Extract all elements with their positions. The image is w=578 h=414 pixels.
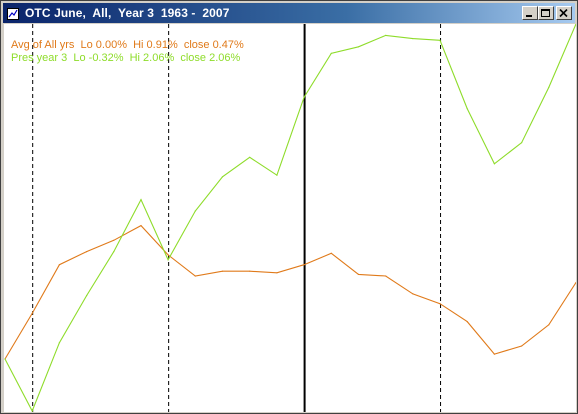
pres-series-point	[113, 251, 115, 253]
pres-series-point	[548, 86, 550, 88]
pres-series-point	[439, 39, 441, 41]
pres-series-point	[412, 38, 414, 40]
avg-series-point	[385, 275, 387, 277]
pres-series-point	[276, 174, 278, 176]
avg-series-point	[548, 324, 550, 326]
legend-avg-all-years: Avg of All yrs Lo 0.00% Hi 0.91% close 0…	[11, 39, 244, 51]
minimize-button[interactable]	[522, 6, 538, 20]
avg-series-point	[575, 281, 576, 284]
avg-series-point	[194, 275, 196, 277]
window-title: OTC June, All, Year 3 1963 - 2007	[25, 6, 230, 20]
pres-series-point	[330, 52, 332, 54]
pres-series-point	[4, 358, 6, 360]
pres-series-point	[303, 96, 305, 98]
pres-series-point	[575, 24, 576, 25]
avg-series-point	[249, 270, 251, 272]
line-chart	[4, 24, 576, 412]
pres-series-point	[249, 156, 251, 158]
pres-series-point	[86, 295, 88, 297]
avg-series-point	[86, 251, 88, 253]
avg-series-point	[493, 353, 495, 355]
avg-series-point	[303, 264, 305, 266]
avg-series-point	[412, 293, 414, 295]
pres-series-point	[493, 163, 495, 165]
avg-series-point	[276, 272, 278, 274]
avg-series-point	[31, 312, 33, 314]
avg-series-line	[4, 224, 576, 360]
avg-series-point	[167, 254, 169, 256]
minimize-icon	[526, 15, 532, 17]
pres-series-point	[385, 34, 387, 36]
legend-pres-year-3: Pres year 3 Lo -0.32% Hi 2.06% close 2.0…	[11, 52, 241, 64]
pres-series-point	[357, 46, 360, 48]
close-button[interactable]	[556, 6, 572, 20]
pres-series-point	[521, 142, 523, 144]
avg-series-point	[466, 321, 468, 323]
title-bar[interactable]: OTC June, All, Year 3 1963 - 2007	[3, 3, 575, 23]
pres-series-point	[167, 259, 169, 261]
avg-series-point	[140, 225, 142, 227]
pres-series-point	[140, 199, 142, 201]
pres-series-point	[466, 108, 468, 110]
avg-series-point	[113, 239, 115, 241]
pres-series-point	[31, 410, 33, 412]
avg-series-point	[357, 273, 360, 275]
avg-series-point	[439, 303, 441, 305]
chart-area: Avg of All yrs Lo 0.00% Hi 0.91% close 0…	[4, 24, 576, 412]
pres-series-line	[4, 24, 576, 412]
pres-series-point	[58, 342, 61, 344]
close-icon	[559, 9, 568, 18]
avg-series-point	[521, 345, 523, 347]
avg-series-point	[330, 252, 332, 254]
maximize-icon	[541, 9, 550, 17]
pres-series-point	[194, 210, 196, 212]
pres-series-point	[221, 176, 224, 178]
avg-series-point	[58, 264, 61, 266]
maximize-button[interactable]	[538, 6, 554, 20]
chart-window-icon[interactable]	[7, 7, 19, 20]
avg-series-point	[221, 270, 224, 272]
